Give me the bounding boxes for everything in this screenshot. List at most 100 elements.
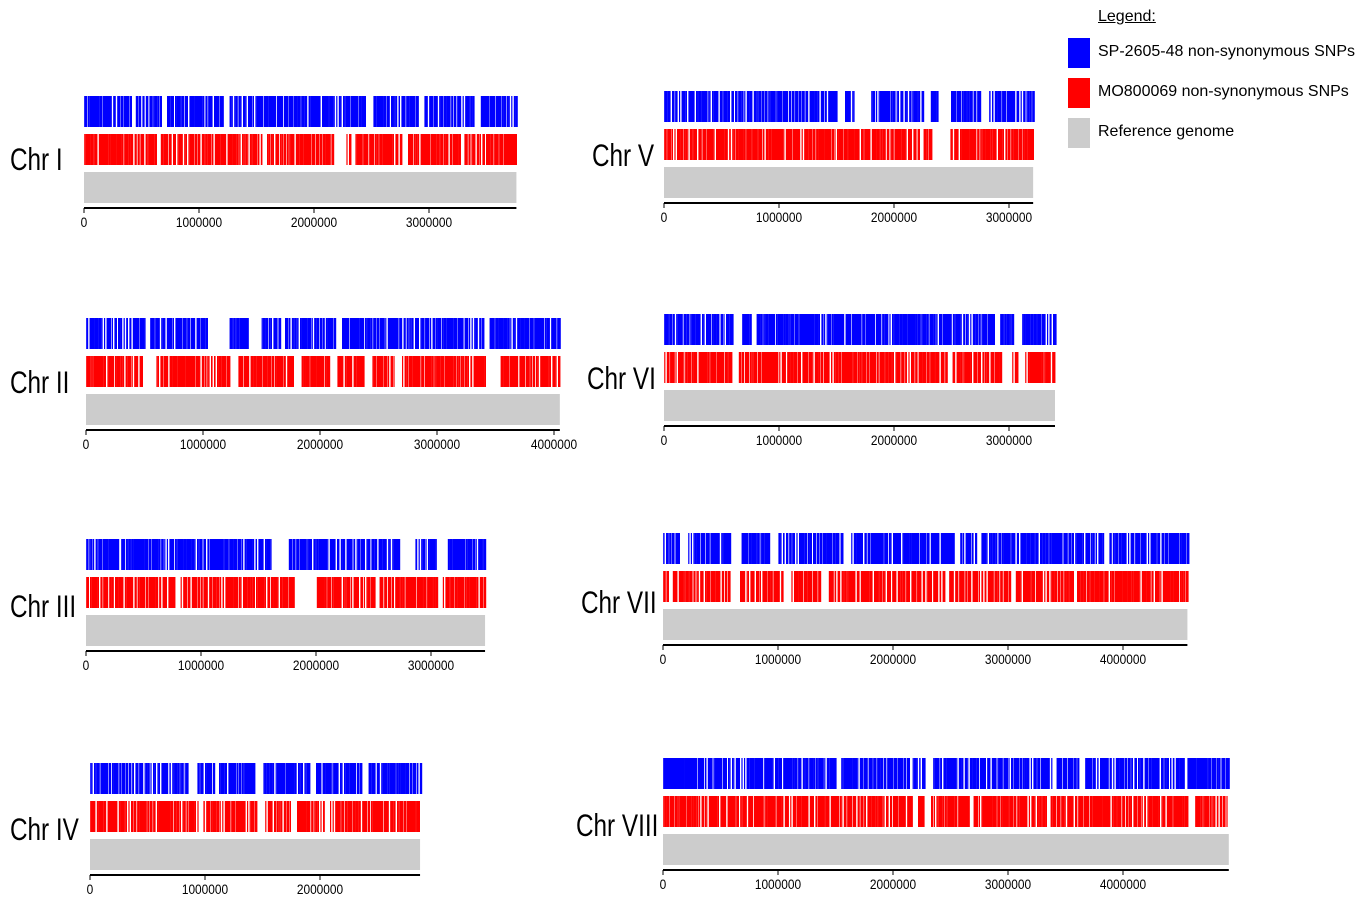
snp-mark-mo800069 — [385, 577, 387, 608]
snp-mark-mo800069 — [207, 356, 209, 387]
snp-mark-mo800069 — [368, 801, 370, 832]
snp-mark-mo800069 — [302, 134, 304, 165]
snp-mark-mo800069 — [165, 577, 167, 608]
snp-mark-mo800069 — [480, 356, 482, 387]
snp-mark-mo800069 — [271, 134, 273, 165]
snp-mark-sp2605 — [519, 318, 521, 349]
snp-mark-mo800069 — [123, 356, 125, 387]
snp-mark-mo800069 — [91, 356, 93, 387]
snp-mark-sp2605 — [505, 318, 508, 349]
snp-mark-mo800069 — [432, 577, 434, 608]
snp-mark-mo800069 — [141, 134, 143, 165]
snp-mark-mo800069 — [366, 134, 368, 165]
snp-mark-sp2605 — [847, 91, 849, 122]
snp-mark-mo800069 — [244, 577, 246, 608]
snp-mark-mo800069 — [222, 134, 225, 165]
snp-mark-sp2605 — [320, 539, 322, 570]
snp-mark-mo800069 — [274, 801, 277, 832]
snp-mark-sp2605 — [683, 91, 685, 122]
snp-mark-mo800069 — [314, 801, 316, 832]
snp-mark-sp2605 — [311, 318, 313, 349]
snp-mark-sp2605 — [467, 539, 470, 570]
snp-mark-sp2605 — [327, 763, 330, 794]
snp-mark-sp2605 — [425, 318, 428, 349]
snp-mark-sp2605 — [320, 763, 322, 794]
snp-mark-sp2605 — [121, 318, 123, 349]
snp-mark-sp2605 — [142, 539, 145, 570]
snp-mark-mo800069 — [104, 577, 106, 608]
snp-mark-sp2605 — [198, 539, 200, 570]
snp-mark-mo800069 — [125, 801, 127, 832]
snp-mark-mo800069 — [226, 577, 228, 608]
snp-mark-sp2605 — [279, 318, 282, 349]
snp-mark-sp2605 — [548, 318, 550, 349]
snp-mark-mo800069 — [372, 134, 374, 165]
snp-mark-mo800069 — [183, 801, 185, 832]
snp-mark-mo800069 — [392, 577, 394, 608]
snp-mark-sp2605 — [232, 763, 235, 794]
snp-mark-sp2605 — [113, 539, 115, 570]
snp-mark-mo800069 — [449, 577, 451, 608]
snp-mark-mo800069 — [275, 356, 277, 387]
snp-mark-sp2605 — [313, 96, 315, 127]
snp-mark-mo800069 — [436, 134, 438, 165]
snp-mark-sp2605 — [690, 91, 692, 122]
snp-mark-mo800069 — [217, 356, 219, 387]
snp-mark-mo800069 — [178, 356, 180, 387]
snp-mark-mo800069 — [345, 801, 347, 832]
snp-mark-mo800069 — [153, 134, 155, 165]
snp-mark-mo800069 — [427, 577, 430, 608]
snp-mark-sp2605 — [468, 539, 471, 570]
snp-mark-sp2605 — [357, 763, 360, 794]
snp-mark-mo800069 — [414, 801, 416, 832]
snp-mark-sp2605 — [370, 318, 372, 349]
snp-mark-sp2605 — [666, 91, 668, 122]
snp-mark-mo800069 — [199, 356, 201, 387]
snp-mark-mo800069 — [187, 577, 190, 608]
snp-mark-mo800069 — [345, 577, 347, 608]
snp-mark-mo800069 — [460, 577, 463, 608]
snp-mark-mo800069 — [291, 577, 294, 608]
snp-mark-mo800069 — [360, 134, 363, 165]
snp-mark-sp2605 — [436, 318, 438, 349]
snp-mark-sp2605 — [394, 96, 396, 127]
snp-mark-sp2605 — [289, 763, 291, 794]
snp-mark-mo800069 — [414, 356, 416, 387]
snp-mark-sp2605 — [439, 318, 441, 349]
snp-mark-mo800069 — [356, 801, 358, 832]
snp-mark-mo800069 — [193, 801, 195, 832]
snp-mark-sp2605 — [289, 96, 292, 127]
snp-mark-sp2605 — [373, 318, 376, 349]
snp-mark-sp2605 — [367, 318, 369, 349]
snp-mark-mo800069 — [405, 356, 407, 387]
snp-mark-sp2605 — [815, 91, 817, 122]
snp-mark-sp2605 — [152, 539, 154, 570]
snp-mark-mo800069 — [540, 356, 543, 387]
x-tick-label: 1000000 — [178, 657, 224, 673]
reference-genome-bar — [86, 615, 486, 646]
snp-mark-mo800069 — [257, 577, 259, 608]
snp-mark-mo800069 — [100, 801, 102, 832]
snp-mark-mo800069 — [420, 356, 422, 387]
snp-mark-mo800069 — [118, 134, 121, 165]
snp-mark-mo800069 — [325, 356, 327, 387]
snp-mark-mo800069 — [195, 577, 198, 608]
snp-mark-mo800069 — [519, 356, 521, 387]
snp-mark-mo800069 — [181, 356, 184, 387]
snp-mark-sp2605 — [724, 91, 727, 122]
snp-mark-sp2605 — [347, 763, 350, 794]
snp-mark-sp2605 — [204, 318, 206, 349]
snp-mark-sp2605 — [759, 91, 762, 122]
snp-mark-sp2605 — [283, 763, 286, 794]
snp-mark-sp2605 — [466, 96, 468, 127]
snp-mark-mo800069 — [163, 801, 165, 832]
x-tick-label: 4000000 — [531, 436, 577, 452]
snp-mark-mo800069 — [320, 356, 322, 387]
snp-mark-sp2605 — [89, 539, 91, 570]
snp-mark-sp2605 — [244, 96, 246, 127]
snp-mark-sp2605 — [127, 539, 129, 570]
snp-mark-sp2605 — [773, 91, 776, 122]
snp-mark-mo800069 — [208, 356, 210, 387]
snp-mark-sp2605 — [521, 318, 523, 349]
snp-mark-mo800069 — [351, 356, 353, 387]
